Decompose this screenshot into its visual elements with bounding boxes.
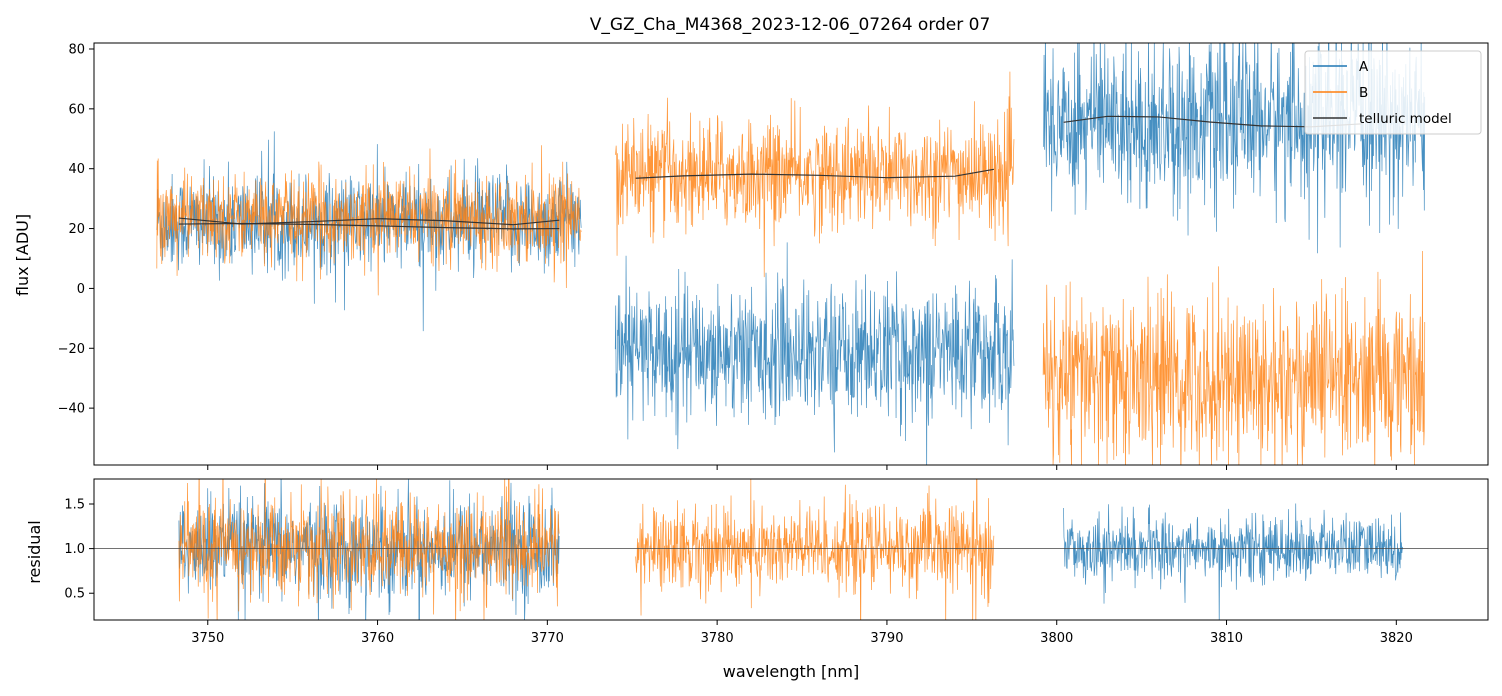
flux-axes-frame — [93, 42, 1489, 466]
flux-y-tick-label: −20 — [58, 342, 85, 357]
x-tick-label: 3760 — [361, 631, 394, 646]
series-a-segment-3 — [1042, 43, 1426, 254]
legend: A B telluric model — [1304, 50, 1482, 135]
residual-b-segment-2 — [635, 479, 995, 620]
series-b-segment-3 — [1042, 251, 1426, 465]
x-axis-label: wavelength [nm] — [723, 662, 860, 681]
legend-box — [1304, 50, 1482, 135]
residual-y-tick-label: 1.0 — [64, 542, 85, 557]
legend-label-model: telluric model — [1359, 111, 1452, 127]
flux-y-tick-label: 20 — [68, 222, 85, 237]
residual-axes-frame — [93, 478, 1489, 621]
residual-b-segment-1 — [178, 479, 560, 620]
x-tick-label: 3780 — [701, 631, 734, 646]
legend-label-b: B — [1359, 85, 1368, 101]
flux-y-axis-label: flux [ADU] — [13, 214, 32, 296]
x-tick-label: 3790 — [870, 631, 903, 646]
flux-plot-area — [156, 43, 1426, 465]
telluric-model-line-2 — [178, 222, 560, 230]
x-tick-label: 3820 — [1380, 631, 1413, 646]
residual-a-segment-1 — [178, 479, 560, 620]
series-b-segment-1 — [156, 145, 582, 296]
series-a-segment-2 — [614, 242, 1015, 465]
residual-y-tick-label: 0.5 — [64, 587, 85, 602]
residual-a-segment-3 — [1063, 503, 1404, 620]
x-tick-label: 3750 — [191, 631, 224, 646]
residual-y-axis-label: residual — [25, 520, 44, 583]
residual-axis-ticks: 0.5 1.0 1.5 3750 3760 3770 3780 3790 3800 3810 382… — [64, 497, 1413, 646]
flux-y-tick-label: 40 — [68, 162, 85, 177]
x-tick-label: 3800 — [1040, 631, 1073, 646]
telluric-model-line-3 — [635, 168, 995, 179]
x-tick-label: 3810 — [1210, 631, 1243, 646]
flux-y-tick-label: 60 — [68, 102, 85, 117]
residual-y-tick-label: 1.5 — [64, 497, 85, 512]
flux-y-tick-label: 80 — [68, 42, 85, 57]
flux-y-tick-label: 0 — [77, 282, 85, 297]
flux-axis-ticks: −40 −20 0 20 40 60 80 — [58, 42, 1397, 470]
series-b-segment-2 — [614, 71, 1015, 278]
chart-title: V_GZ_Cha_M4368_2023-12-06_07264 order 07 — [590, 15, 991, 35]
x-tick-label: 3770 — [531, 631, 564, 646]
flux-y-tick-label: −40 — [58, 402, 85, 417]
legend-label-a: A — [1359, 59, 1369, 75]
residual-plot-area — [94, 479, 1488, 620]
